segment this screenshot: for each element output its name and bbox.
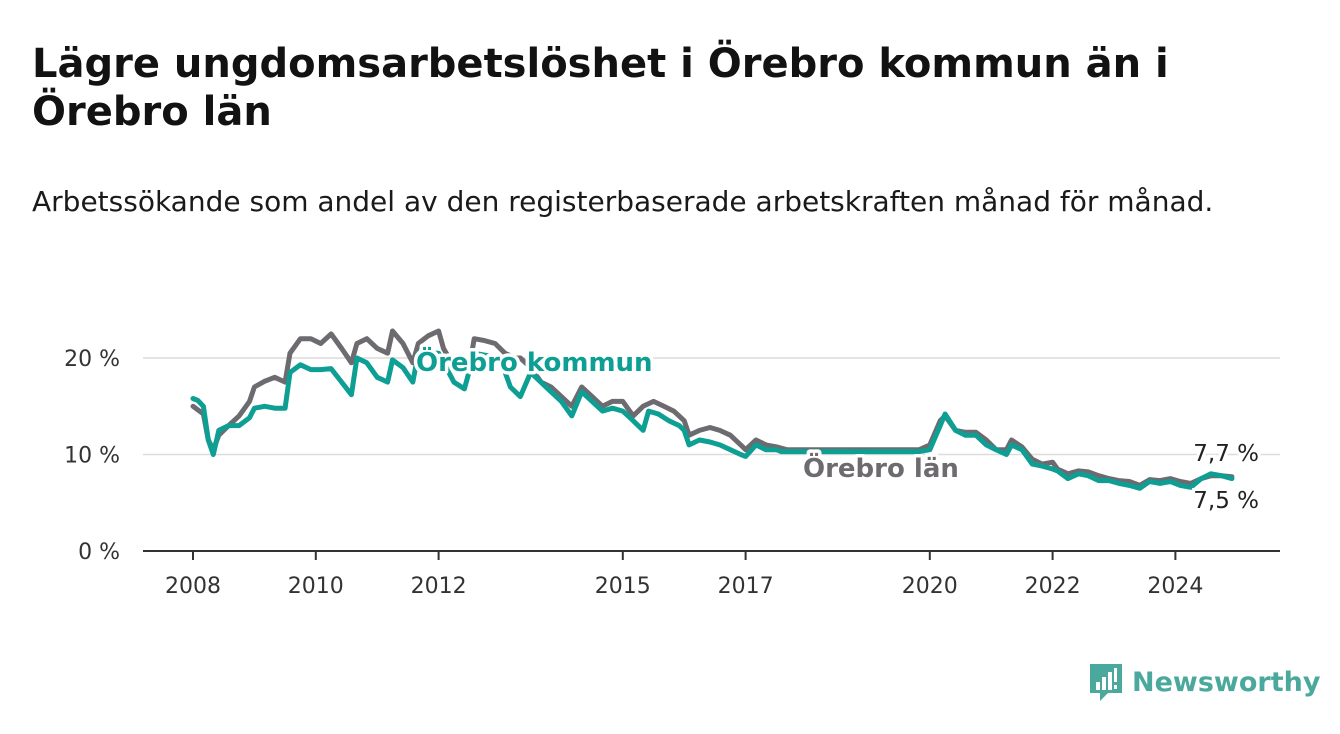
series-label-orebro-kommun: Örebro kommun [416, 345, 653, 378]
series-lines [190, 328, 1235, 491]
x-tick-label: 2024 [1147, 574, 1203, 599]
x-tick-label: 2010 [288, 574, 344, 599]
x-tick-label: 2020 [902, 574, 958, 599]
x-tick-label: 2017 [718, 574, 774, 599]
series-line-orebro-kommun [190, 350, 1235, 491]
series-labels: Örebro län Örebro kommun 7,7 % 7,5 % [413, 342, 1263, 518]
y-tick-label: 0 % [78, 540, 120, 565]
x-tick-label: 2008 [165, 574, 221, 599]
y-tick-label: 20 % [64, 347, 120, 372]
newsworthy-icon [1090, 664, 1122, 701]
x-tick-label: 2015 [595, 574, 651, 599]
end-value-label-orebro-kommun: 7,5 % [1193, 488, 1259, 514]
chart-title: Lägre ungdomsarbetslöshet i Örebro kommu… [32, 41, 1169, 135]
series-label-orebro-lan: Örebro län [803, 451, 959, 484]
end-value-label-orebro-lan: 7,7 % [1193, 441, 1259, 467]
y-tick-label: 10 % [64, 444, 120, 469]
x-tick-label: 2012 [411, 574, 467, 599]
x-tick-label: 2022 [1025, 574, 1081, 599]
newsworthy-logo: Newsworthy [1088, 660, 1320, 704]
y-axis-ticks: 0 % 10 % 20 % [64, 347, 120, 565]
brand-name: Newsworthy [1132, 666, 1321, 698]
x-axis-ticks: 2008 2010 2012 2015 2017 2020 2022 2024 [165, 551, 1203, 599]
series-line-orebro-lan [190, 328, 1235, 488]
chart-subtitle: Arbetssökande som andel av den registerb… [32, 185, 1214, 218]
gridlines [143, 357, 1280, 552]
